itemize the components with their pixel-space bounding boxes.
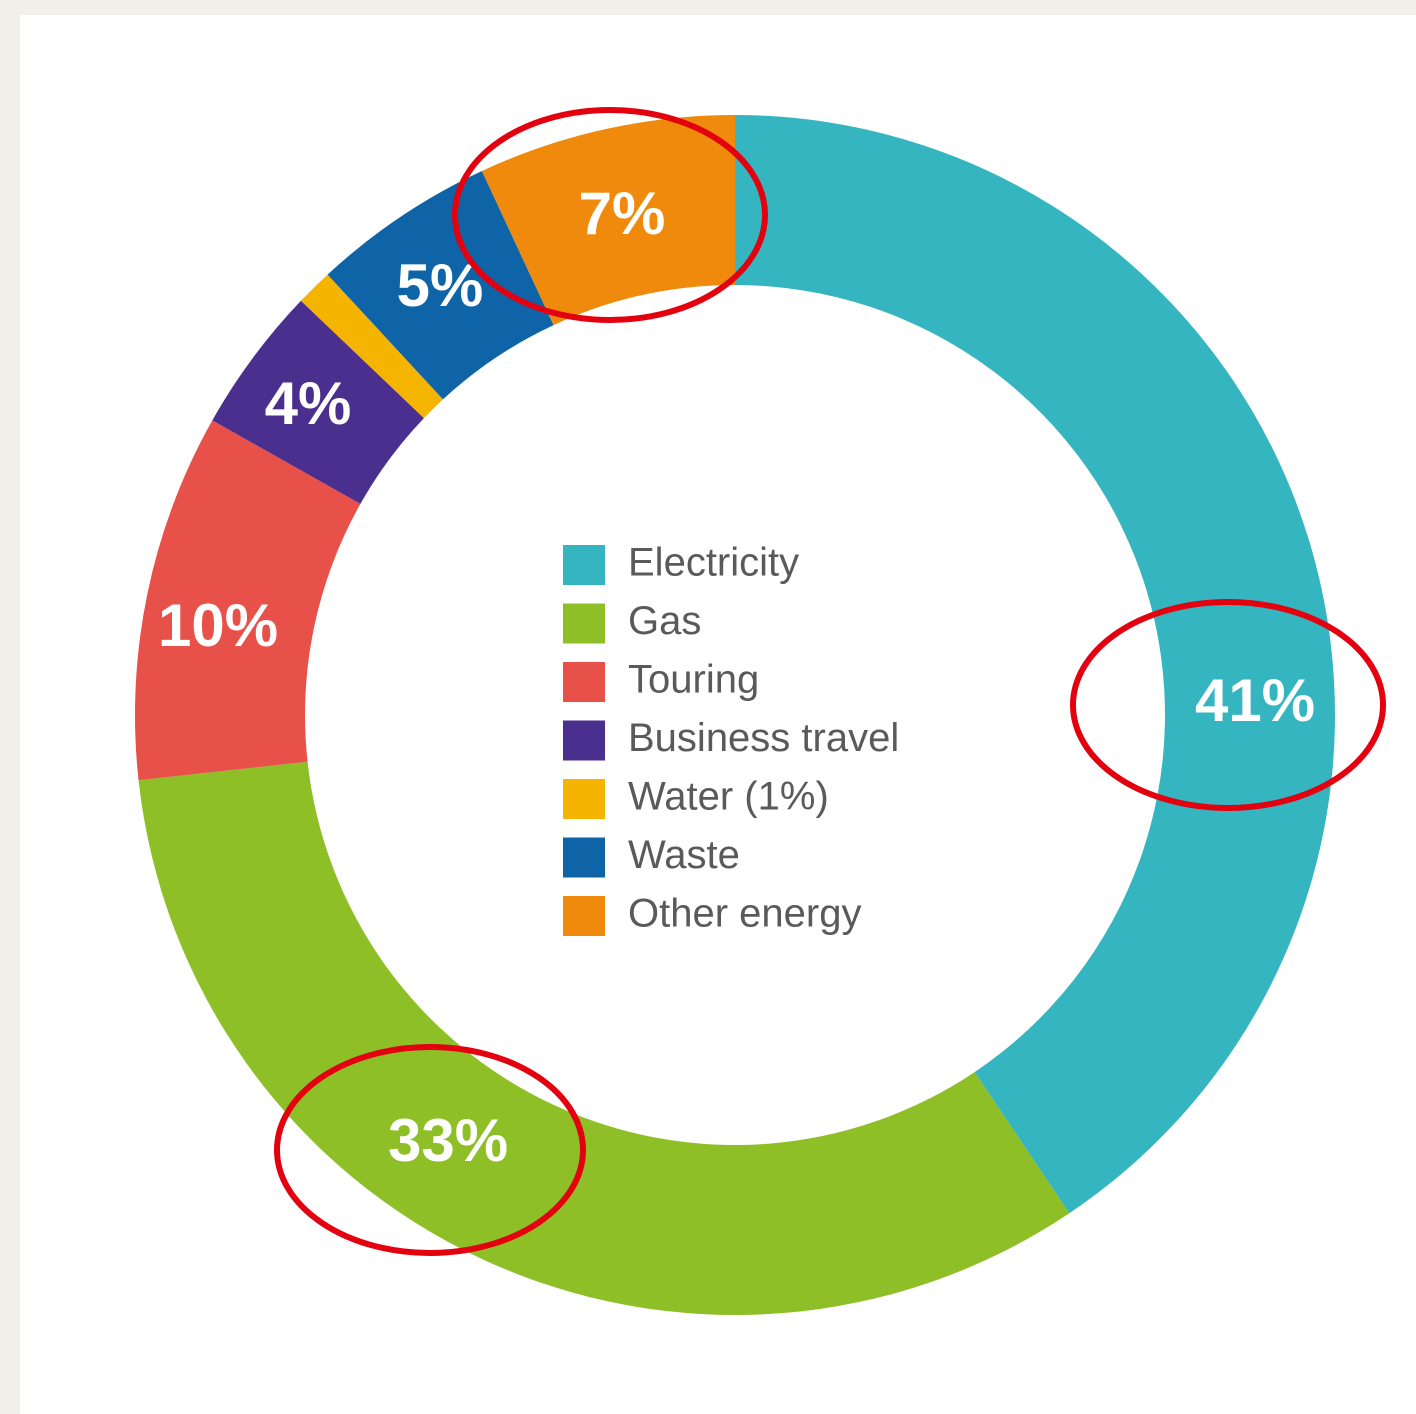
legend-swatch <box>563 837 605 878</box>
highlight-ellipse <box>1070 599 1386 811</box>
legend-label: Other energy <box>628 892 861 936</box>
donut-segment <box>300 274 443 419</box>
legend-swatch <box>563 545 605 585</box>
value-labels: 41%33%10%4%5%7% <box>158 180 1315 1174</box>
donut-segment <box>735 115 1335 1214</box>
legend-swatch <box>563 662 605 702</box>
donut-segment <box>138 761 1070 1315</box>
legend: Electricity Gas Touring Business travel Wate… <box>563 541 899 936</box>
annotations <box>274 107 1386 1256</box>
legend-label: Business travel <box>628 716 899 760</box>
legend-swatch <box>563 603 605 644</box>
value-label: 41% <box>1195 667 1315 734</box>
legend-swatch <box>563 779 605 819</box>
legend-label: Gas <box>628 599 701 643</box>
legend-swatch <box>563 896 605 936</box>
donut-segment <box>212 300 424 504</box>
legend-swatch <box>563 720 605 761</box>
value-label: 7% <box>579 180 666 247</box>
value-label: 33% <box>388 1107 508 1174</box>
value-label: 10% <box>158 592 278 659</box>
legend-label: Touring <box>628 658 759 702</box>
highlight-ellipse <box>274 1044 586 1256</box>
donut <box>135 115 1335 1315</box>
value-label: 4% <box>265 370 352 437</box>
legend-label: Waste <box>628 833 740 877</box>
highlight-ellipse <box>452 107 768 323</box>
donut-segment <box>327 170 554 400</box>
legend-label: Water (1%) <box>628 775 829 819</box>
legend-label: Electricity <box>628 541 799 585</box>
donut-segment <box>481 115 735 326</box>
donut-segment <box>135 420 361 781</box>
